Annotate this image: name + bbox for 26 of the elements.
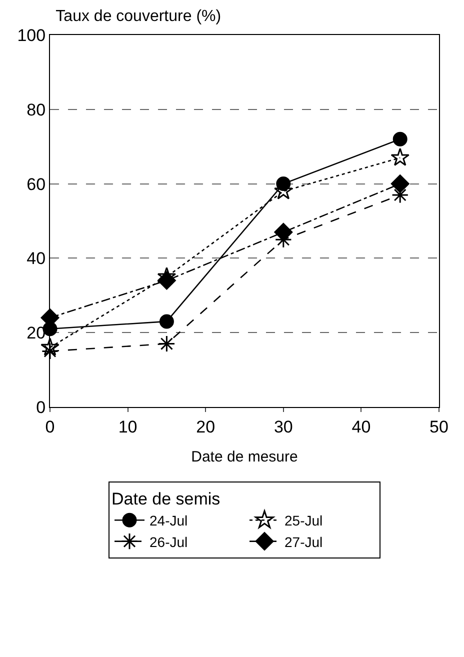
x-axis-title: Date de mesure	[191, 448, 298, 466]
y-tick-label: 60	[26, 174, 46, 194]
x-tick-label: 40	[352, 417, 371, 436]
x-tick-label: 50	[430, 417, 448, 436]
y-tick-label: 40	[26, 249, 46, 268]
legend-label: 26-Jul	[150, 534, 188, 550]
y-tick-label: 80	[26, 100, 46, 120]
point	[276, 176, 291, 192]
y-tick-label: 100	[17, 26, 46, 45]
x-tick-label: 30	[274, 417, 293, 436]
point	[157, 266, 176, 285]
legend-label: 27-Jul	[284, 534, 323, 550]
point	[159, 314, 174, 329]
x-tick-label: 20	[196, 417, 216, 436]
chart-title: Taux de couverture (%)	[56, 8, 222, 26]
legend-label: 24-Jul	[150, 512, 188, 529]
point	[40, 338, 60, 356]
x-tick-label: 10	[118, 417, 138, 436]
legend-title: Date de semis	[112, 490, 220, 508]
y-tick-label: 0	[36, 398, 46, 417]
legend-label: 25-Jul	[284, 512, 323, 529]
point	[41, 342, 59, 360]
point	[392, 132, 408, 146]
point	[390, 174, 410, 193]
point	[158, 335, 176, 352]
point	[390, 148, 410, 166]
